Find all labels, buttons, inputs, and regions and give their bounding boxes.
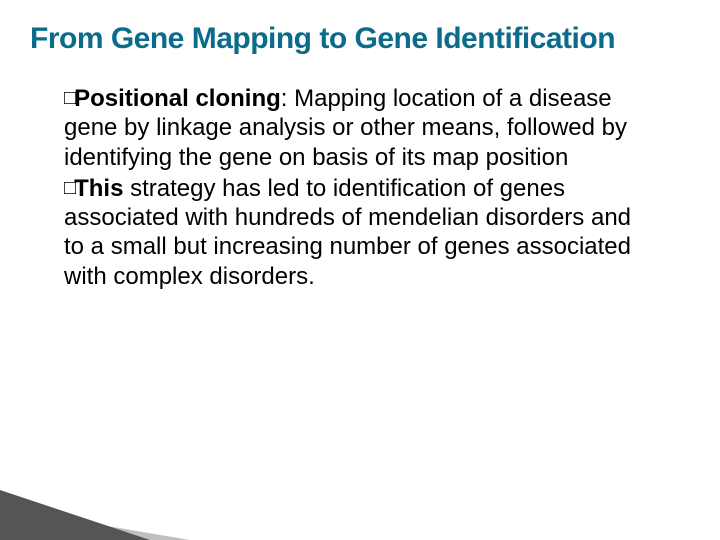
decorative-wedge bbox=[0, 490, 190, 540]
bullet-marker: □ bbox=[64, 86, 76, 110]
wedge-dark bbox=[0, 490, 150, 540]
bullet-lead: This bbox=[74, 175, 123, 202]
list-item: □Positional cloning: Mapping location of… bbox=[64, 84, 640, 172]
bullet-lead: Positional cloning bbox=[74, 85, 281, 112]
bullet-rest: strategy has led to identification of ge… bbox=[64, 175, 631, 290]
page-title: From Gene Mapping to Gene Identification bbox=[30, 22, 690, 56]
bullet-marker: □ bbox=[64, 176, 76, 200]
slide: From Gene Mapping to Gene Identification… bbox=[0, 0, 720, 540]
body-text: □Positional cloning: Mapping location of… bbox=[30, 84, 690, 291]
list-item: □This strategy has led to identification… bbox=[64, 174, 640, 291]
